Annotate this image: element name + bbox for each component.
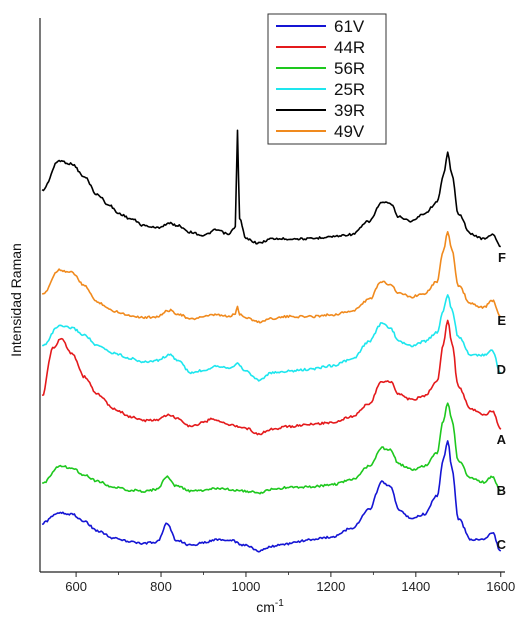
trace-label-C: C — [497, 537, 507, 552]
legend-label-49V: 49V — [334, 122, 365, 141]
x-tick-label-1200: 1200 — [316, 579, 345, 594]
legend-label-44R: 44R — [334, 38, 365, 57]
legend-label-25R: 25R — [334, 80, 365, 99]
series-line-61V — [41, 440, 502, 553]
trace-label-E: E — [497, 313, 506, 328]
x-tick-label-600: 600 — [65, 579, 87, 594]
series-line-44R — [41, 319, 502, 436]
trace-label-F: F — [498, 250, 506, 265]
y-axis-title: Intensidad Raman — [8, 243, 24, 357]
x-axis-title: cm-1 — [256, 598, 284, 615]
x-axis-title-exponent: -1 — [275, 598, 284, 609]
series-line-49V — [41, 231, 502, 324]
legend-label-61V: 61V — [334, 17, 365, 36]
series-line-39R — [41, 129, 501, 248]
legend-label-56R: 56R — [334, 59, 365, 78]
legend-label-39R: 39R — [334, 101, 365, 120]
axes: 600 800 1000 1200 1400 1600 — [39, 18, 515, 594]
trace-label-A: A — [497, 432, 507, 447]
trace-label-B: B — [497, 483, 506, 498]
x-tick-label-1400: 1400 — [401, 579, 430, 594]
x-tick-label-800: 800 — [150, 579, 172, 594]
legend-box — [267, 13, 387, 145]
series-line-25R — [42, 294, 502, 382]
series-line-56R — [42, 402, 502, 495]
trace-label-D: D — [497, 362, 506, 377]
x-tick-label-1000: 1000 — [231, 579, 260, 594]
x-axis-title-unit: cm — [256, 599, 275, 615]
legend: 61V 44R 56R 25R 39R 49V — [267, 13, 387, 145]
plot-area: F E D A B C — [41, 129, 507, 553]
x-tick-label-1600: 1600 — [486, 579, 515, 594]
